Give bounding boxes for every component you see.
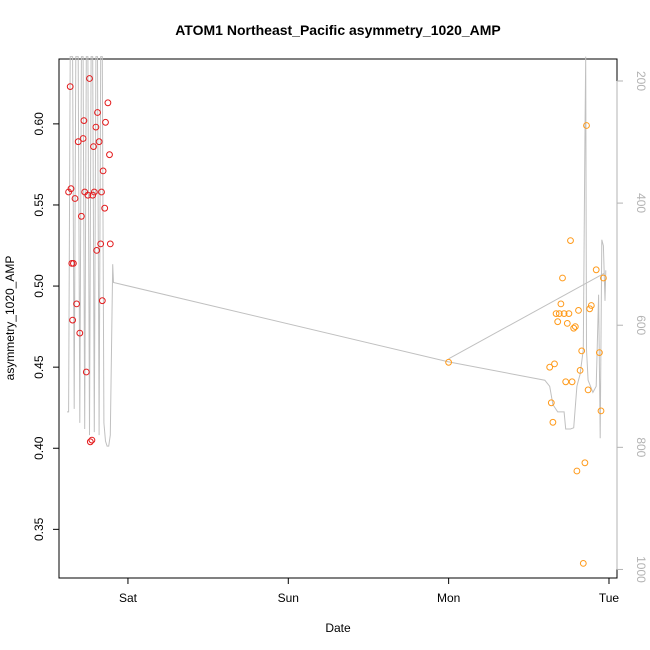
line-series (67, 56, 607, 447)
data-point (70, 260, 77, 267)
x-tick-label: Sat (119, 591, 138, 605)
secondary-y-axis: 200 400 600 800 1000 (616, 71, 648, 583)
data-point (565, 310, 573, 318)
line-segment-1 (67, 56, 607, 447)
data-point (69, 316, 76, 324)
data-point (90, 188, 98, 196)
data-point (97, 240, 105, 248)
x-axis-label: Date (325, 621, 351, 635)
data-point (560, 310, 568, 318)
plot-border (58, 58, 618, 579)
data-point (94, 109, 101, 116)
data-point (571, 323, 579, 331)
data-point (562, 378, 570, 386)
data-point (98, 188, 105, 196)
chart-title: ATOM1 Northeast_Pacific asymmetry_1020_A… (175, 22, 501, 38)
y-axis-label: asymmetry_1020_AMP (3, 256, 17, 381)
data-point (89, 191, 97, 199)
data-point (102, 118, 109, 126)
data-point (596, 349, 603, 357)
data-point (86, 438, 94, 446)
data-point (90, 143, 97, 151)
data-point (78, 212, 85, 220)
data-point (557, 300, 565, 308)
data-point (581, 459, 589, 467)
data-point (84, 191, 92, 199)
data-point (567, 237, 574, 245)
y2-tick-label: 200 (634, 71, 648, 91)
data-point (579, 560, 587, 567)
y-tick-label: 0.50 (32, 274, 46, 298)
data-point (73, 300, 80, 308)
data-point (600, 274, 607, 282)
x-tick-label: Sun (278, 591, 299, 605)
data-point (101, 204, 109, 212)
data-point (592, 266, 600, 274)
y-tick-label: 0.55 (32, 193, 46, 217)
data-point (71, 195, 79, 202)
y2-tick-label: 1000 (634, 556, 648, 583)
data-point (587, 302, 595, 309)
data-point (559, 274, 566, 282)
data-point (80, 117, 88, 124)
data-point (563, 320, 571, 327)
data-point (584, 386, 592, 394)
line-segment-2 (448, 272, 605, 360)
y2-tick-label: 400 (634, 193, 648, 213)
data-point (104, 99, 112, 107)
data-point (98, 297, 106, 305)
plot-area (58, 58, 618, 579)
x-tick-label: Mon (437, 591, 460, 605)
scatter-points (65, 75, 607, 567)
data-point (445, 358, 453, 366)
y2-tick-label: 800 (634, 437, 648, 457)
x-axis: Sat Sun Mon Tue (119, 577, 620, 605)
y-tick-label: 0.45 (32, 355, 46, 379)
data-point (576, 367, 584, 374)
data-point (92, 123, 100, 131)
data-point (106, 151, 113, 159)
y-tick-label: 0.40 (32, 436, 46, 460)
data-point (549, 418, 557, 426)
data-point (551, 360, 558, 368)
x-tick-label: Tue (599, 591, 620, 605)
data-point (81, 188, 89, 196)
data-point (82, 368, 90, 376)
data-point (79, 135, 87, 142)
data-point (67, 185, 75, 193)
data-point (555, 310, 563, 318)
data-point (575, 307, 582, 314)
data-point (106, 240, 114, 248)
data-point (93, 247, 101, 254)
data-point (88, 436, 96, 444)
data-point (76, 329, 84, 337)
data-point (74, 138, 82, 146)
data-point (597, 407, 605, 415)
y2-tick-label: 600 (634, 315, 648, 335)
y-tick-label: 0.35 (32, 517, 46, 541)
data-point (95, 138, 103, 146)
data-point (570, 324, 578, 332)
data-point (554, 318, 562, 326)
data-point (99, 167, 107, 175)
data-point (586, 305, 594, 313)
data-point (578, 347, 586, 355)
y-axis: 0.35 0.40 0.45 0.50 0.55 0.60 (32, 112, 60, 541)
data-point (583, 122, 590, 129)
y-tick-label: 0.60 (32, 112, 46, 136)
data-point (86, 75, 93, 82)
data-point (66, 83, 74, 90)
data-point (547, 399, 555, 407)
data-point (546, 363, 554, 371)
data-point (568, 378, 576, 386)
data-point (552, 310, 560, 318)
data-point (573, 467, 581, 475)
